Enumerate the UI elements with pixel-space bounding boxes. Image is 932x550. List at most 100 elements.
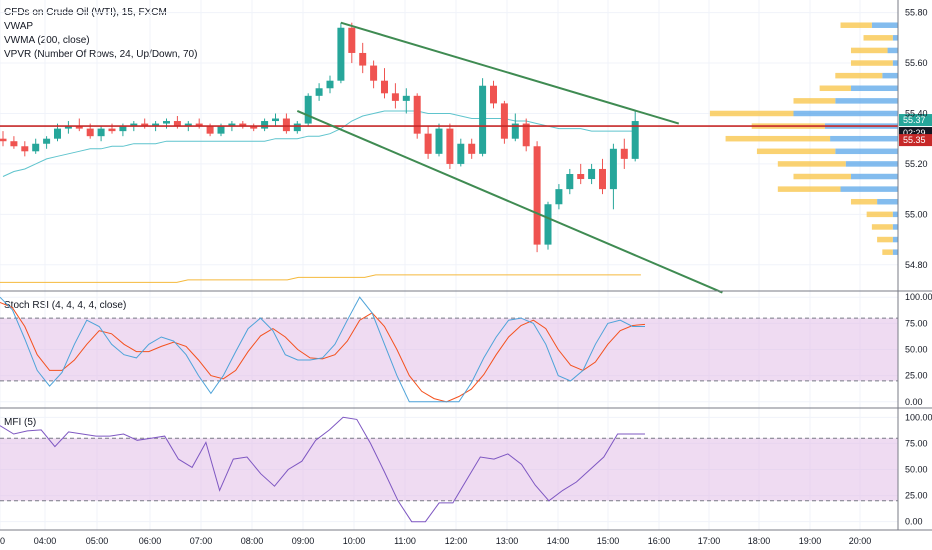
mfi-y-tick-label: 100.00 bbox=[905, 412, 932, 422]
volume-profile-up-bar bbox=[892, 224, 898, 230]
x-tick-label: 06:00 bbox=[139, 536, 162, 546]
candle-body bbox=[184, 123, 192, 127]
candle-body bbox=[141, 123, 149, 127]
y-tick-label: 55.40 bbox=[905, 108, 928, 118]
candle-body bbox=[86, 128, 94, 137]
candle-body bbox=[609, 148, 617, 190]
volume-profile-down-bar bbox=[756, 148, 836, 155]
y-tick-label: 55.60 bbox=[905, 58, 928, 68]
volume-profile-up-bar bbox=[892, 236, 898, 243]
candle-body bbox=[533, 146, 541, 245]
volume-profile-up-bar bbox=[793, 110, 898, 117]
stoch-y-tick-label: 50.00 bbox=[905, 345, 928, 355]
volume-profile-down-bar bbox=[866, 211, 893, 218]
candle-body bbox=[555, 189, 563, 205]
volume-profile-down-bar bbox=[850, 60, 893, 66]
x-tick-label: 11:00 bbox=[394, 536, 416, 546]
volume-profile-up-bar bbox=[887, 47, 898, 54]
x-tick-label: 00 bbox=[0, 536, 5, 546]
candle-body bbox=[272, 118, 279, 122]
candle-body bbox=[566, 174, 574, 190]
candle-body bbox=[293, 123, 301, 132]
volume-profile-up-bar bbox=[892, 249, 898, 255]
candle-body bbox=[522, 123, 530, 147]
stoch-legend: Stoch RSI (4, 4, 4, 4, close) bbox=[4, 300, 127, 311]
x-tick-label: 05:00 bbox=[86, 536, 109, 546]
candle-body bbox=[468, 143, 476, 154]
x-tick-label: 09:00 bbox=[292, 536, 315, 546]
vwap-line bbox=[2, 110, 636, 177]
volume-profile-down-bar bbox=[725, 135, 831, 142]
candle-body bbox=[173, 121, 181, 127]
stoch-y-tick-label: 25.00 bbox=[905, 371, 928, 381]
y-tick-label: 55.00 bbox=[905, 209, 928, 219]
candle-body bbox=[0, 138, 7, 142]
x-tick-label: 19:00 bbox=[799, 536, 822, 546]
candle-body bbox=[64, 126, 72, 129]
candle-body bbox=[261, 121, 269, 129]
candle-body bbox=[435, 128, 443, 154]
mfi-y-tick-label: 25.00 bbox=[905, 491, 928, 501]
volume-profile-up-bar bbox=[845, 161, 898, 167]
volume-profile bbox=[709, 22, 898, 255]
x-tick-label: 13:00 bbox=[496, 536, 519, 546]
stoch-k-line bbox=[0, 296, 645, 403]
volume-profile-down-bar bbox=[793, 173, 851, 180]
candle-body bbox=[152, 123, 160, 127]
x-tick-label: 20:00 bbox=[849, 536, 872, 546]
candle-body bbox=[599, 168, 606, 190]
x-tick-label: 12:00 bbox=[445, 536, 468, 546]
mfi-band-fill bbox=[0, 438, 898, 501]
candle-body bbox=[577, 174, 585, 180]
volume-profile-down-bar bbox=[871, 224, 893, 230]
vwma-legend: VWMA (200, close) bbox=[4, 35, 90, 46]
x-tick-label: 08:00 bbox=[241, 536, 264, 546]
countdown-tag: 02:29 bbox=[903, 128, 926, 138]
candle-body bbox=[479, 85, 487, 154]
volume-profile-down-bar bbox=[777, 161, 846, 167]
candle-body bbox=[391, 93, 399, 101]
volume-profile-down-bar bbox=[835, 72, 883, 79]
trendline bbox=[340, 21, 680, 125]
volume-profile-up-bar bbox=[877, 198, 898, 205]
volume-profile-up-bar bbox=[892, 35, 898, 41]
candle-body bbox=[402, 95, 410, 101]
volume-profile-up-bar bbox=[830, 135, 898, 142]
volume-profile-down-bar bbox=[777, 186, 841, 192]
volume-profile-down-bar bbox=[793, 98, 836, 104]
vpvr-legend: VPVR (Number Of Rows, 24, Up/Down, 70) bbox=[4, 49, 198, 60]
vwma-line bbox=[0, 274, 641, 283]
stoch-d-line bbox=[0, 302, 646, 403]
level-price-tag-bg bbox=[899, 134, 932, 147]
indicator-bands bbox=[0, 317, 898, 502]
volume-profile-up-bar bbox=[850, 173, 898, 180]
price-series bbox=[0, 110, 646, 523]
candle-body bbox=[424, 133, 432, 154]
x-tick-label: 17:00 bbox=[698, 536, 721, 546]
candle-body bbox=[32, 143, 40, 152]
candle-body bbox=[130, 123, 138, 127]
volume-profile-up-bar bbox=[835, 148, 898, 155]
candle-body bbox=[43, 138, 51, 144]
mfi-y-tick-label: 50.00 bbox=[905, 465, 928, 475]
volume-profile-down-bar bbox=[882, 249, 893, 255]
mfi-line bbox=[0, 416, 645, 523]
volume-profile-down-bar bbox=[850, 198, 878, 205]
candle-body bbox=[511, 123, 519, 139]
candle-body bbox=[620, 148, 628, 159]
candle-body bbox=[490, 85, 497, 104]
candle-body bbox=[217, 126, 225, 134]
x-tick-label: 18:00 bbox=[748, 536, 771, 546]
volume-profile-up-bar bbox=[850, 85, 898, 92]
mfi-y-tick-label: 0.00 bbox=[905, 517, 923, 527]
x-tick-label: 16:00 bbox=[648, 536, 671, 546]
candle-body bbox=[359, 52, 367, 66]
volume-profile-down-bar bbox=[850, 47, 888, 54]
x-tick-label: 15:00 bbox=[597, 536, 620, 546]
x-tick-label: 07:00 bbox=[190, 536, 213, 546]
stoch-y-tick-label: 0.00 bbox=[905, 397, 923, 407]
y-tick-label: 55.80 bbox=[905, 8, 928, 18]
volume-profile-up-bar bbox=[871, 22, 898, 28]
